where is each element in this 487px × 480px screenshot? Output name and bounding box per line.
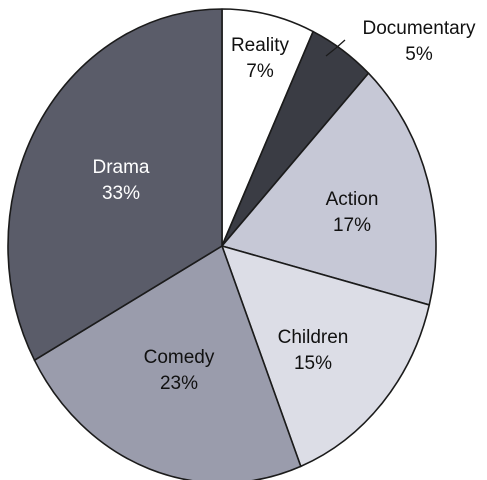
pie-labels: Reality 7% Documentary 5% Action 17% Children 1… xyxy=(92,18,475,394)
pie-label-documentary: Documentary 5% xyxy=(363,18,476,65)
pie-label-percent: 17% xyxy=(333,215,371,236)
pie-slice-drama xyxy=(7,8,223,361)
pie-slice-action xyxy=(221,72,437,306)
pie-label-percent: 7% xyxy=(246,61,274,82)
pie-label-name: Comedy xyxy=(144,347,215,368)
pie-label-drama: Drama 33% xyxy=(92,157,149,204)
pie-label-action: Action 17% xyxy=(326,189,379,236)
pie-label-percent: 15% xyxy=(294,353,332,374)
pie-label-name: Documentary xyxy=(363,18,476,39)
pie-label-percent: 23% xyxy=(160,373,198,394)
leader-line-documentary xyxy=(325,39,346,57)
pie-leader-lines xyxy=(325,39,346,57)
pie-label-name: Reality xyxy=(231,35,290,56)
pie-slice-children xyxy=(221,245,431,468)
pie-label-comedy: Comedy 23% xyxy=(144,347,215,394)
pie-label-children: Children 15% xyxy=(278,327,349,374)
pie-label-reality: Reality 7% xyxy=(231,35,290,82)
pie-label-percent: 33% xyxy=(102,183,140,204)
pie-slice-comedy xyxy=(33,245,302,480)
pie-label-percent: 5% xyxy=(405,44,433,65)
pie-slice-reality xyxy=(221,8,314,247)
pie-label-name: Action xyxy=(326,189,379,210)
pie-label-name: Drama xyxy=(92,157,149,178)
pie-slices xyxy=(7,8,437,480)
pie-label-name: Children xyxy=(278,327,349,348)
